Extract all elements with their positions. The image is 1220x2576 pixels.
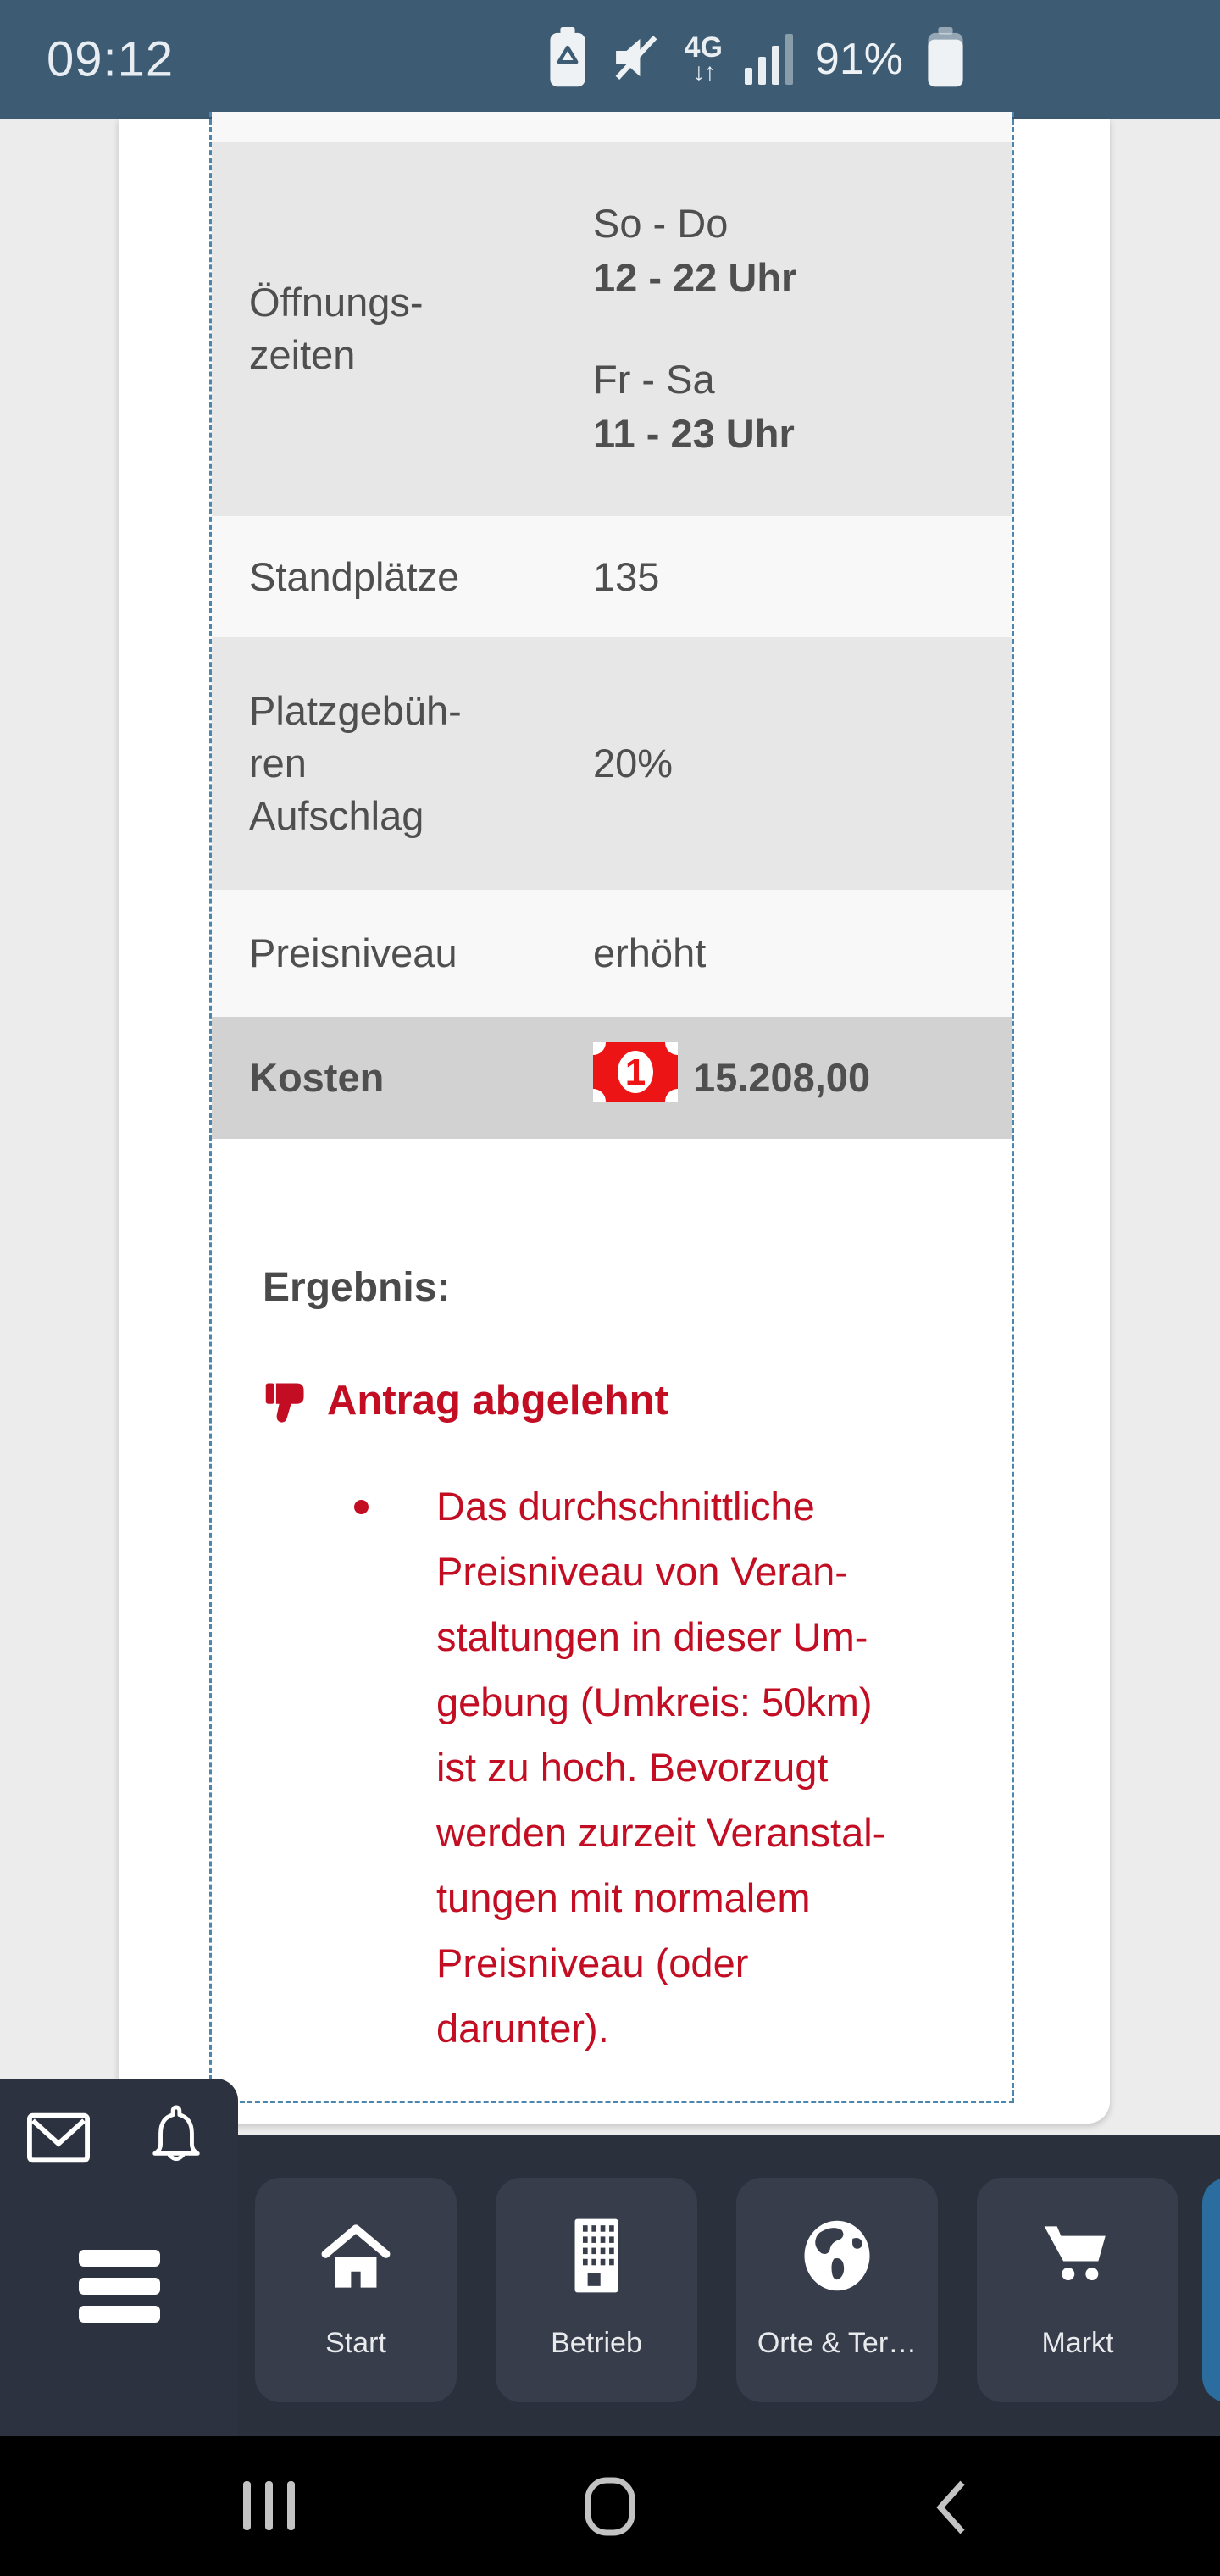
- money-bill-icon: 1: [580, 1029, 690, 1114]
- signal-strength-icon: [744, 34, 793, 85]
- mail-icon[interactable]: [27, 2112, 90, 2168]
- notification-flyout: [0, 2079, 238, 2436]
- building-icon: [568, 2213, 624, 2298]
- thumbs-down-icon: [263, 1377, 310, 1424]
- result-reason: Das durchschnittliche Preisniveau von Ve…: [354, 1474, 1046, 2061]
- page-card: Öffnungs- zeiten So - Do 12 - 22 Uhr Fr …: [119, 112, 1110, 2124]
- table-row-opening-hours: Öffnungs- zeiten So - Do 12 - 22 Uhr Fr …: [212, 142, 1012, 516]
- costs-amount: 15.208,00: [693, 1055, 871, 1100]
- table-row-partial: [212, 112, 1012, 142]
- nav-button-start[interactable]: Start: [255, 2178, 457, 2402]
- nav-button-partial[interactable]: [1202, 2178, 1220, 2402]
- menu-icon[interactable]: [79, 2250, 160, 2323]
- battery-saver-icon: [547, 25, 588, 94]
- status-bar: 09:12 4G ↓↑ 91%: [0, 0, 1220, 119]
- details-table: Öffnungs- zeiten So - Do 12 - 22 Uhr Fr …: [212, 112, 1012, 1139]
- globe-icon: [800, 2213, 874, 2298]
- nav-button-betrieb[interactable]: Betrieb: [496, 2178, 697, 2402]
- result-status: Antrag abgelehnt: [263, 1377, 1012, 1424]
- table-row-costs: Kosten 1 15.208,00: [212, 1017, 1012, 1139]
- recent-apps-button[interactable]: [243, 2481, 295, 2530]
- nav-button-label: Markt: [1041, 2327, 1114, 2359]
- row-label: Kosten: [249, 1055, 385, 1100]
- home-button[interactable]: [583, 2476, 637, 2541]
- row-label: Öffnungs- zeiten: [249, 280, 424, 377]
- row-value: 135: [593, 553, 660, 599]
- svg-text:1: 1: [625, 1052, 646, 1093]
- result-status-text: Antrag abgelehnt: [327, 1378, 668, 1424]
- row-value: 20%: [593, 741, 674, 786]
- nav-button-label: Start: [325, 2327, 386, 2359]
- status-icons: 4G ↓↑ 91%: [547, 0, 966, 119]
- clock: 09:12: [47, 31, 175, 87]
- selected-element-outline: Öffnungs- zeiten So - Do 12 - 22 Uhr Fr …: [209, 112, 1014, 2103]
- nav-button-label: Orte & Ter…: [757, 2327, 918, 2359]
- row-label: Platzgebüh- ren Aufschlag: [249, 688, 462, 838]
- row-value: erhöht: [593, 930, 707, 975]
- cart-icon: [1038, 2213, 1117, 2298]
- battery-percent: 91%: [814, 35, 903, 84]
- mobile-data-4g-icon: 4G ↓↑: [684, 31, 723, 86]
- bell-icon[interactable]: [147, 2102, 205, 2173]
- home-icon: [316, 2213, 396, 2298]
- opening-time-1: 12 - 22 Uhr: [593, 255, 797, 300]
- back-button[interactable]: [930, 2479, 971, 2540]
- table-row-pitches: Standplätze 135: [212, 516, 1012, 637]
- nav-button-label: Betrieb: [551, 2327, 642, 2359]
- android-navigation-bar: [0, 2436, 1220, 2576]
- opening-days-2: Fr - Sa: [593, 357, 715, 402]
- nav-button-markt[interactable]: Markt: [977, 2178, 1178, 2402]
- row-value: 1 15.208,00: [580, 1029, 1012, 1114]
- table-row-price-level: Preisniveau erhöht: [212, 890, 1012, 1017]
- table-row-fee-surcharge: Platzgebüh- ren Aufschlag 20%: [212, 637, 1012, 890]
- row-value: So - Do 12 - 22 Uhr Fr - Sa 11 - 23 Uhr: [593, 197, 1012, 461]
- result-heading: Ergebnis:: [263, 1265, 451, 1310]
- battery-icon: [925, 25, 966, 94]
- opening-time-2: 11 - 23 Uhr: [593, 411, 795, 456]
- row-label: Preisniveau: [249, 930, 458, 975]
- result-section: Ergebnis: Antrag abgelehnt Das durchschn…: [212, 1139, 1012, 2061]
- row-label: Standplätze: [249, 553, 460, 599]
- nav-button-orte-termine[interactable]: Orte & Ter…: [736, 2178, 938, 2402]
- opening-days-1: So - Do: [593, 201, 729, 246]
- mute-icon: [610, 31, 663, 88]
